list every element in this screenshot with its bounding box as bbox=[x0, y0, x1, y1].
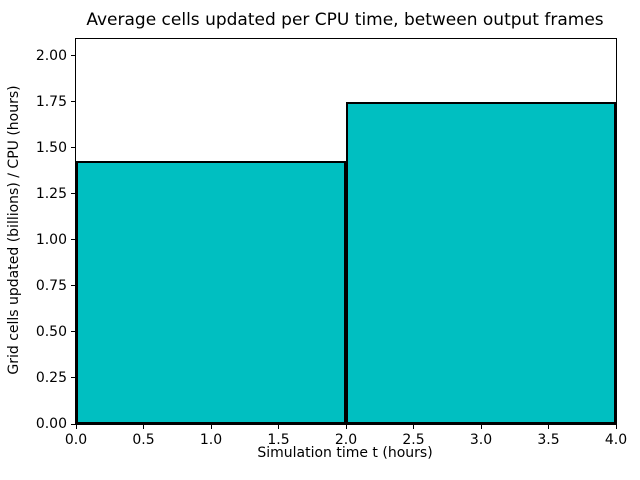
x-axis-label: Simulation time t (hours) bbox=[257, 445, 433, 461]
y-tick-label: 0.00 bbox=[35, 416, 67, 432]
bar bbox=[76, 160, 346, 424]
x-tick-mark bbox=[413, 425, 414, 429]
y-tick-mark bbox=[71, 193, 75, 195]
x-tick-label: 2.5 bbox=[402, 432, 425, 448]
y-tick-mark bbox=[71, 147, 75, 149]
x-tick-label: 0.0 bbox=[64, 432, 88, 448]
y-tick-mark bbox=[71, 239, 75, 241]
bar bbox=[346, 101, 616, 424]
x-tick-mark bbox=[345, 425, 347, 429]
x-tick-mark bbox=[143, 425, 144, 429]
x-tick-mark bbox=[480, 425, 482, 429]
x-tick-label: 3.0 bbox=[469, 432, 493, 448]
y-tick-mark bbox=[71, 55, 75, 57]
x-tick-mark bbox=[548, 425, 549, 429]
x-tick-label: 3.5 bbox=[537, 432, 560, 448]
x-tick-mark bbox=[210, 425, 212, 429]
y-tick-label: 0.25 bbox=[35, 369, 67, 386]
plot-area: 0.00 0.25 0.50 0.75 1.00 1.25 1.50 1.75 2.00 0.0 0… bbox=[36, 38, 627, 448]
chart-title: Average cells updated per CPU time, betw… bbox=[86, 10, 604, 30]
y-tick-label: 0.75 bbox=[35, 277, 67, 294]
y-tick-label: 1.75 bbox=[35, 93, 67, 110]
y-tick-mark bbox=[71, 285, 75, 287]
y-tick-label: 1.00 bbox=[35, 231, 67, 248]
x-tick-mark bbox=[75, 425, 77, 429]
x-tick-label: 1.5 bbox=[267, 432, 290, 448]
x-tick-label: 1.0 bbox=[199, 432, 223, 448]
x-tick-label: 0.5 bbox=[132, 432, 155, 448]
y-tick-label: 1.25 bbox=[35, 185, 67, 202]
y-tick-label: 1.50 bbox=[35, 139, 67, 156]
x-tick-label: 2.0 bbox=[334, 432, 358, 448]
x-tick-label: 4.0 bbox=[604, 432, 628, 448]
y-tick-mark bbox=[71, 101, 75, 103]
y-tick-mark bbox=[71, 377, 75, 379]
x-tick-mark bbox=[278, 425, 279, 429]
y-tick-label: 0.50 bbox=[35, 323, 67, 340]
y-axis-label: Grid cells updated (billions) / CPU (hou… bbox=[6, 85, 22, 375]
y-tick-label: 2.00 bbox=[35, 47, 67, 64]
y-tick-mark bbox=[71, 423, 75, 425]
x-tick-mark bbox=[615, 425, 617, 429]
y-tick-mark bbox=[71, 331, 75, 333]
